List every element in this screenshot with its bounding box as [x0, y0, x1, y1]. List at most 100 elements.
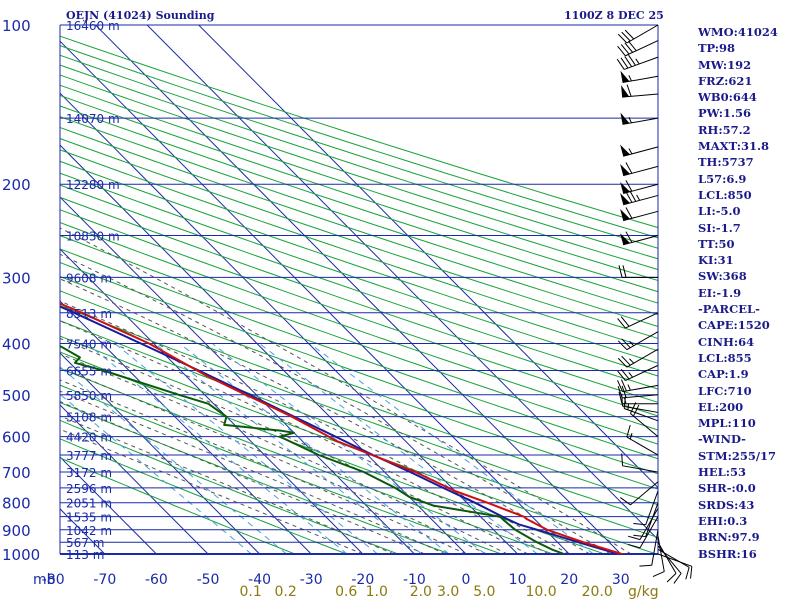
temperature-tick-label: -20 [351, 572, 374, 588]
labels: 0.1 0.2 0.6 1.0 2.0 3.0 5.0 10.0 20.0 g/kg1002003… [2, 17, 659, 600]
index-item: L57:6.9 [698, 171, 747, 186]
stability-indices-list: WMO:41024 TP:98 MW:192 FRZ:621 WB0:644 PW:1.5… [698, 24, 778, 562]
temperature-tick-label: 0 [462, 572, 471, 588]
dry-adiabat [60, 419, 400, 554]
wind-barb [620, 481, 659, 506]
mixing-ratio-label: 10.0 [525, 584, 556, 600]
observation-time: 1100Z 8 DEC 25 [564, 9, 664, 22]
mixing-ratio-line [212, 343, 486, 554]
mixing-ratio-line [114, 343, 378, 554]
isotherm-line [60, 456, 157, 554]
index-item: CAP:1.9 [698, 367, 749, 382]
isotherm-line [60, 196, 415, 554]
index-item: MPL:110 [698, 416, 756, 431]
wind-barb [620, 112, 659, 125]
wind-barb [617, 348, 659, 368]
index-item: CINH:64 [698, 334, 755, 349]
wind-barb [657, 545, 682, 584]
temperature-tick-label: -80 [42, 572, 65, 588]
height-label: 5850 m [66, 389, 112, 403]
pressure-tick-label: 300 [2, 269, 31, 287]
index-item: LCL:855 [698, 350, 752, 365]
wind-barb [620, 70, 659, 84]
dry-adiabat [60, 209, 658, 417]
dry-adiabat [60, 138, 658, 339]
temperature-tick-label: -10 [403, 572, 426, 588]
temperature-line [60, 302, 627, 554]
index-item: TT:50 [698, 236, 735, 251]
dry-adiabat [60, 221, 658, 431]
background-lines [60, 25, 658, 554]
wind-barbs [616, 24, 693, 584]
index-item: PW:1.56 [698, 106, 752, 121]
dry-adiabat [60, 160, 658, 364]
temperature-tick-label: -30 [300, 572, 323, 588]
temperature-tick-label: 10 [509, 572, 527, 588]
isotherm-line [95, 25, 622, 554]
height-label: 1535 m [66, 511, 112, 525]
height-label: 2596 m [66, 482, 112, 496]
height-label: 9608 m [66, 271, 112, 285]
wind-barb [633, 490, 659, 526]
dry-adiabat [60, 196, 658, 403]
index-item: -PARCEL- [698, 302, 760, 317]
index-item: BRN:97.9 [698, 530, 760, 545]
dry-adiabat [60, 184, 658, 390]
index-item: KI:31 [698, 253, 734, 268]
wind-barb [616, 54, 659, 70]
dry-adiabat [60, 457, 297, 554]
index-item: EHI:0.3 [698, 513, 748, 528]
isotherm-line [60, 300, 312, 554]
mixing-ratio-label: 3.0 [437, 584, 459, 600]
pressure-tick-label: 1000 [2, 546, 40, 564]
isobars [59, 24, 659, 555]
index-item: LI:-5.0 [698, 204, 741, 219]
wind-barb [626, 425, 659, 456]
wind-barb [617, 312, 659, 329]
dewpoint-line [60, 344, 565, 554]
temperature-tick-label: -50 [197, 572, 220, 588]
temperature-tick-label: 30 [612, 572, 630, 588]
wind-barb [617, 364, 659, 382]
index-item: MW:192 [698, 57, 752, 72]
isotherm-line [60, 404, 209, 554]
dry-adiabat [60, 105, 658, 304]
index-item: TH:5737 [698, 155, 754, 170]
moist-adiabat [60, 353, 508, 554]
height-label: 8513 m [66, 307, 112, 321]
height-label: 12280 m [66, 178, 120, 192]
dry-adiabat [60, 94, 658, 293]
wind-barb [617, 24, 659, 44]
height-label: 1042 m [66, 524, 112, 538]
wind-barb [620, 144, 659, 157]
wind-barb [621, 84, 659, 98]
moist-adiabat [60, 401, 425, 554]
mixing-ratio-line [309, 343, 594, 554]
height-label: 3777 m [66, 449, 112, 463]
dry-adiabat [60, 367, 555, 554]
wind-barb [620, 190, 659, 206]
wind-barb [652, 536, 665, 578]
wind-barb [620, 231, 659, 246]
temperature-tick-label: 20 [560, 572, 578, 588]
index-item: SRDS:43 [698, 497, 755, 512]
isotherm-line [60, 144, 467, 554]
pressure-tick-label: 500 [2, 387, 31, 405]
index-item: STM:255/17 [698, 448, 777, 463]
wind-barb [620, 180, 659, 195]
temperature-tick-label: -70 [93, 572, 116, 588]
dry-adiabat [60, 320, 658, 539]
dry-adiabat [60, 35, 658, 229]
mixing-ratio-label: 0.1 [239, 584, 261, 600]
dry-adiabat [60, 126, 658, 327]
height-label: 2051 m [66, 497, 112, 511]
height-label: 16460 m [66, 19, 120, 33]
mixing-ratio-label: 20.0 [582, 584, 613, 600]
dry-adiabat [60, 54, 658, 249]
index-item: CAPE:1520 [698, 318, 770, 333]
wind-barb [617, 331, 659, 351]
dry-adiabat [60, 261, 658, 475]
height-label: 3172 m [66, 466, 112, 480]
dry-adiabat [60, 384, 503, 554]
